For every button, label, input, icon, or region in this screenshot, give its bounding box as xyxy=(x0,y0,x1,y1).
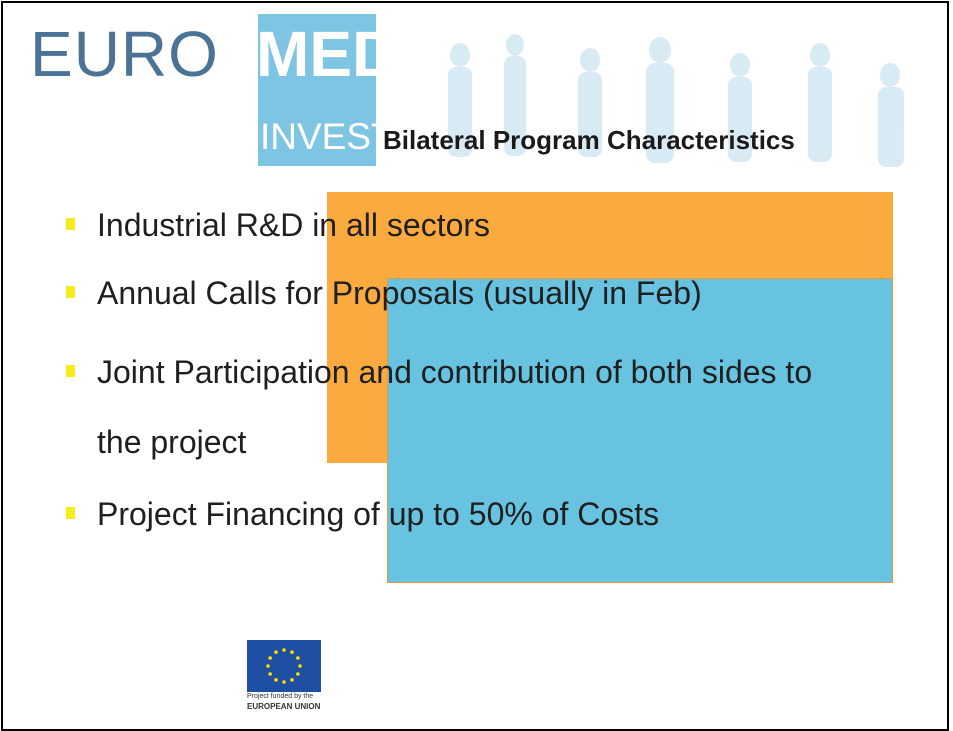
logo-box xyxy=(258,14,376,166)
star xyxy=(274,678,278,682)
bullet-text: Annual Calls for Proposals (usually in F… xyxy=(97,275,702,311)
bullet: Project Financing of up to 50% of Costs xyxy=(66,479,836,549)
bullet: Industrial R&D in all sectors xyxy=(66,190,836,260)
bullet-marker xyxy=(66,507,75,519)
eu-flag xyxy=(247,640,321,692)
star xyxy=(268,672,272,676)
logo-text: EURO xyxy=(30,18,219,90)
logo-text: MED xyxy=(256,18,399,90)
star xyxy=(290,678,294,682)
silhouettes xyxy=(448,34,904,167)
slide-title: Bilateral Program Characteristics xyxy=(383,125,795,155)
star xyxy=(268,656,272,660)
star xyxy=(282,680,286,684)
blue-box xyxy=(387,278,893,583)
star xyxy=(296,672,300,676)
bullet: Annual Calls for Proposals (usually in F… xyxy=(66,258,836,328)
star xyxy=(296,656,300,660)
star xyxy=(290,650,294,654)
bullet-marker xyxy=(66,365,75,377)
bullet-marker xyxy=(66,218,75,230)
eu-caption: Project funded by the xyxy=(247,693,314,700)
eu-caption: EUROPEAN UNION xyxy=(247,702,321,711)
star xyxy=(282,648,286,652)
bullet-text: Joint Participation and contribution of … xyxy=(97,354,813,460)
bullet: Joint Participation and contribution of … xyxy=(66,337,836,477)
bullet-text: Project Financing of up to 50% of Costs xyxy=(97,496,660,532)
bullet-text: Industrial R&D in all sectors xyxy=(97,207,491,243)
star xyxy=(298,664,302,668)
star xyxy=(274,650,278,654)
star xyxy=(266,664,270,668)
bullet-marker xyxy=(66,286,75,298)
logo-text: INVEST xyxy=(260,116,394,157)
